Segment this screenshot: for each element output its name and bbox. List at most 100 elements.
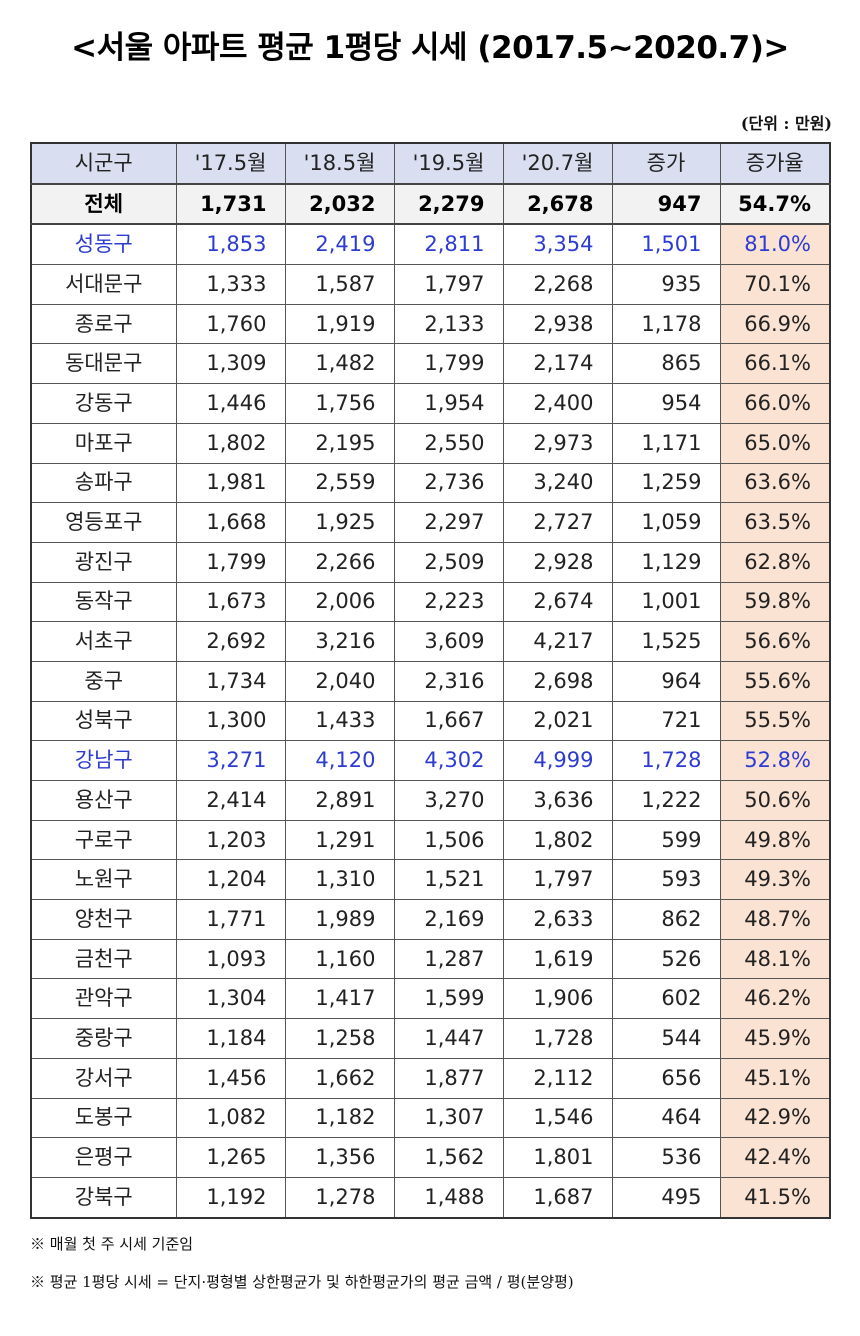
- header-2019-05: '19.5월: [393, 142, 504, 185]
- value-2019-05: 1,667: [393, 700, 504, 742]
- value-2019-05: 1,488: [393, 1176, 504, 1219]
- district-name: 강북구: [30, 1176, 177, 1219]
- district-name: 송파구: [30, 462, 177, 504]
- value-2017-05: 1,304: [175, 978, 286, 1020]
- value-2019-05: 2,223: [393, 581, 504, 623]
- value-increase: 935: [611, 264, 721, 305]
- district-name: 성북구: [30, 700, 177, 742]
- value-increase-rate: 55.6%: [719, 660, 831, 702]
- value-2018-05: 2,266: [284, 541, 395, 583]
- value-2019-05: 1,562: [393, 1137, 504, 1178]
- district-name: 강남구: [30, 740, 177, 781]
- value-increase-rate: 49.8%: [719, 819, 831, 861]
- value-2018-05: 1,160: [284, 938, 395, 980]
- value-2020-07: 2,633: [502, 899, 613, 940]
- value-2020-07: 3,636: [502, 780, 613, 821]
- header-increase: 증가: [611, 142, 721, 185]
- value-2017-05: 1,760: [175, 303, 286, 345]
- district-name: 양천구: [30, 899, 177, 940]
- value-increase-rate: 66.0%: [719, 383, 831, 424]
- value-2017-05: 1,093: [175, 938, 286, 980]
- table-row: 영등포구 1,668 1,925 2,297 2,727 1,059 63.5%: [30, 502, 831, 543]
- value-2018-05: 1,356: [284, 1137, 395, 1178]
- value-increase-rate: 66.1%: [719, 343, 831, 385]
- value-increase-rate: 63.6%: [719, 462, 831, 504]
- value-increase-rate: 62.8%: [719, 541, 831, 583]
- value-2019-05: 1,799: [393, 343, 504, 385]
- value-increase: 536: [611, 1137, 721, 1178]
- table-row: 구로구 1,203 1,291 1,506 1,802 599 49.8%: [30, 819, 831, 861]
- header-2017-05: '17.5월: [175, 142, 286, 185]
- value-increase: 526: [611, 938, 721, 980]
- value-increase: 1,001: [611, 581, 721, 623]
- value-2017-05: 1,300: [175, 700, 286, 742]
- value-2017-05: 1,799: [175, 541, 286, 583]
- value-increase: 593: [611, 859, 721, 901]
- district-name: 동작구: [30, 581, 177, 623]
- value-2018-05: 1,662: [284, 1057, 395, 1099]
- value-increase: 656: [611, 1057, 721, 1099]
- value-increase: 602: [611, 978, 721, 1020]
- value-increase-rate: 45.1%: [719, 1057, 831, 1099]
- value-2017-05: 3,271: [175, 740, 286, 781]
- value-increase-rate: 59.8%: [719, 581, 831, 623]
- table-row: 금천구 1,093 1,160 1,287 1,619 526 48.1%: [30, 938, 831, 980]
- value-increase: 1,178: [611, 303, 721, 345]
- value-increase-rate: 66.9%: [719, 303, 831, 345]
- value-increase: 721: [611, 700, 721, 742]
- table-row: 성북구 1,300 1,433 1,667 2,021 721 55.5%: [30, 700, 831, 742]
- value-2020-07: 1,546: [502, 1097, 613, 1139]
- value-2019-05: 1,877: [393, 1057, 504, 1099]
- district-name: 영등포구: [30, 502, 177, 543]
- value-2017-05: 2,414: [175, 780, 286, 821]
- value-2019-05: 1,287: [393, 938, 504, 980]
- value-increase-rate: 49.3%: [719, 859, 831, 901]
- page-title: <서울 아파트 평균 1평당 시세 (2017.5~2020.7)>: [71, 30, 789, 66]
- value-2019-05: 2,279: [393, 183, 504, 226]
- value-2020-07: 2,678: [502, 183, 613, 226]
- value-increase: 1,222: [611, 780, 721, 821]
- table-row: 동작구 1,673 2,006 2,223 2,674 1,001 59.8%: [30, 581, 831, 623]
- district-name: 중구: [30, 660, 177, 702]
- district-name: 강동구: [30, 383, 177, 424]
- value-increase: 954: [611, 383, 721, 424]
- value-2020-07: 2,938: [502, 303, 613, 345]
- district-name: 강서구: [30, 1057, 177, 1099]
- district-name: 구로구: [30, 819, 177, 861]
- value-2019-05: 1,797: [393, 264, 504, 305]
- value-2018-05: 2,040: [284, 660, 395, 702]
- footnote: ※ 평균 1평당 시세 = 단지·평형별 상한평균가 및 하한평균가의 평균 금…: [30, 1273, 574, 1291]
- value-2019-05: 1,599: [393, 978, 504, 1020]
- value-2017-05: 1,309: [175, 343, 286, 385]
- district-name: 중랑구: [30, 1018, 177, 1059]
- header-row: 시군구 '17.5월 '18.5월 '19.5월 '20.7월 증가 증가율: [30, 142, 831, 185]
- table-row: 성동구 1,853 2,419 2,811 3,354 1,501 81.0%: [30, 223, 831, 266]
- district-name: 서초구: [30, 621, 177, 662]
- value-2020-07: 3,354: [502, 223, 613, 266]
- district-name: 노원구: [30, 859, 177, 901]
- value-increase-rate: 46.2%: [719, 978, 831, 1020]
- district-name: 성동구: [30, 223, 177, 266]
- value-2019-05: 1,506: [393, 819, 504, 861]
- value-2017-05: 1,333: [175, 264, 286, 305]
- value-2020-07: 2,021: [502, 700, 613, 742]
- value-2017-05: 1,668: [175, 502, 286, 543]
- value-2018-05: 2,419: [284, 223, 395, 266]
- value-2020-07: 2,973: [502, 422, 613, 464]
- value-2018-05: 1,587: [284, 264, 395, 305]
- value-2020-07: 2,400: [502, 383, 613, 424]
- value-2020-07: 2,268: [502, 264, 613, 305]
- table-row: 동대문구 1,309 1,482 1,799 2,174 865 66.1%: [30, 343, 831, 385]
- value-2019-05: 1,307: [393, 1097, 504, 1139]
- value-increase-rate: 50.6%: [719, 780, 831, 821]
- value-increase-rate: 52.8%: [719, 740, 831, 781]
- value-2018-05: 2,032: [284, 183, 395, 226]
- value-2019-05: 1,447: [393, 1018, 504, 1059]
- value-2018-05: 1,919: [284, 303, 395, 345]
- value-2019-05: 2,133: [393, 303, 504, 345]
- value-2017-05: 1,673: [175, 581, 286, 623]
- value-increase-rate: 42.9%: [719, 1097, 831, 1139]
- value-2020-07: 2,928: [502, 541, 613, 583]
- table-row: 강서구 1,456 1,662 1,877 2,112 656 45.1%: [30, 1057, 831, 1099]
- value-2018-05: 1,310: [284, 859, 395, 901]
